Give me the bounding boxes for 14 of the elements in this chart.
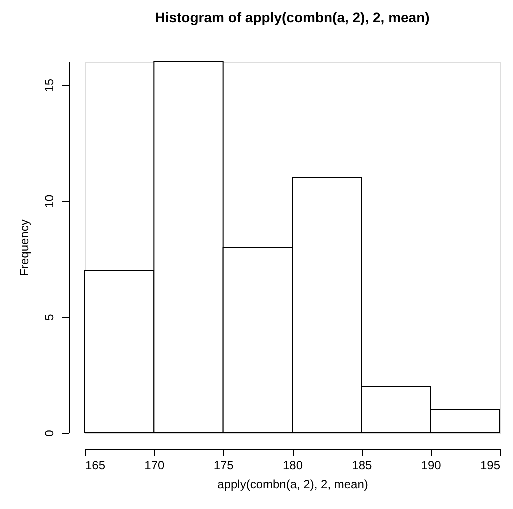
x-axis-title: apply(combn(a, 2), 2, mean)	[218, 478, 368, 492]
y-tick-label: 5	[42, 314, 56, 321]
y-tick-label: 15	[42, 78, 56, 92]
x-tick-label: 175	[214, 458, 234, 472]
x-tick-label: 180	[282, 458, 304, 472]
y-axis-title: Frequency	[18, 220, 32, 276]
chart-title: Histogram of apply(combn(a, 2), 2, mean)	[155, 10, 430, 26]
x-tick-label: 170	[144, 458, 165, 472]
y-tick-label: 0	[42, 430, 56, 437]
x-tick-label: 195	[480, 458, 501, 472]
x-tick-label: 165	[86, 458, 106, 472]
y-tick-label: 10	[42, 194, 56, 208]
x-tick-label: 190	[421, 458, 442, 472]
x-tick-label: 185	[352, 458, 372, 472]
